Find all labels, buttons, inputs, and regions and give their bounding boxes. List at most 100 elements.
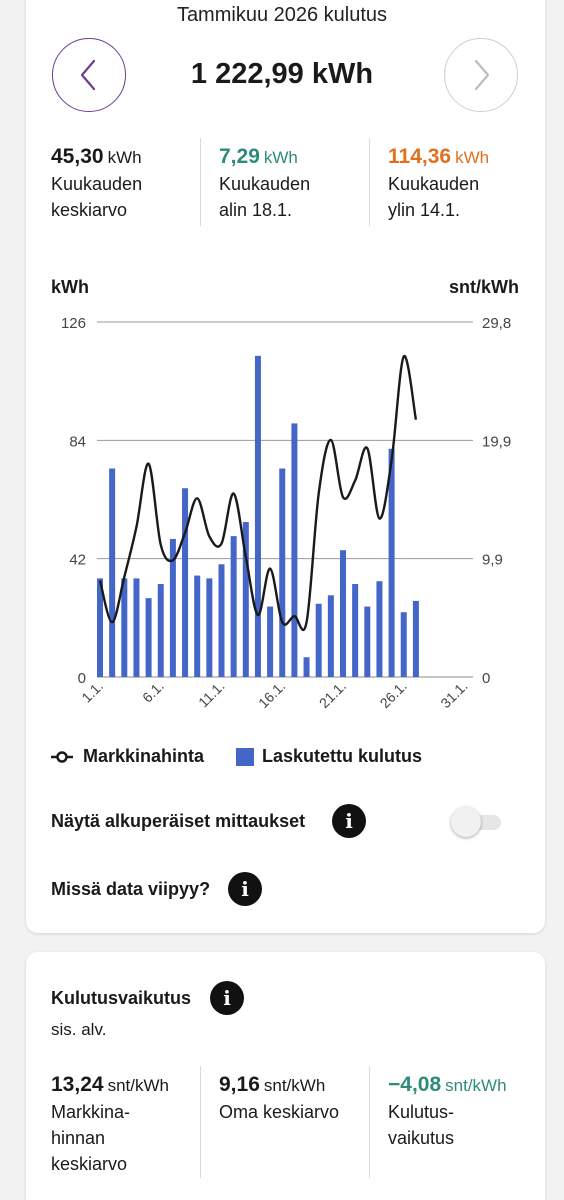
left-tick-label: 126 — [61, 315, 86, 332]
stat-min: 7,29 kWh Kuukauden alin 18.1. — [219, 144, 310, 223]
left-tick-label: 42 — [69, 552, 86, 569]
consumption-bar — [206, 578, 213, 677]
stat-average: 45,30 kWh Kuukauden keskiarvo — [51, 144, 142, 223]
impact-market-average: 13,24 snt/kWh Markkina- hinnan keskiarvo — [51, 1072, 169, 1177]
legend-market-price-label: Markkinahinta — [83, 746, 205, 766]
info-icon[interactable]: i — [332, 804, 366, 838]
consumption-bar — [279, 468, 286, 677]
stat-max-label-1: Kuukauden — [388, 174, 480, 194]
stat-min-unit: kWh — [263, 148, 298, 167]
impact-market-average-label-3: keskiarvo — [51, 1154, 128, 1174]
divider — [200, 1066, 201, 1178]
data-delay-label: Missä data viipyy? — [51, 879, 211, 899]
consumption-bar — [109, 468, 116, 677]
x-tick-label: 6.1. — [139, 678, 167, 706]
bar-swatch-icon — [236, 747, 254, 766]
x-tick-label: 16.1. — [255, 678, 288, 711]
consumption-bar — [97, 578, 103, 677]
impact-market-average-label-1: Markkina- — [51, 1102, 131, 1122]
consumption-bar — [364, 606, 371, 677]
impact-consumption-effect-label-2: vaikutus — [388, 1128, 455, 1148]
consumption-bar — [327, 595, 334, 677]
consumption-bar — [352, 584, 359, 677]
impact-consumption-effect-value: −4,08 — [388, 1073, 442, 1096]
impact-subtitle: sis. alv. — [51, 1020, 107, 1039]
consumption-bar — [133, 578, 140, 677]
consumption-bar — [242, 522, 249, 677]
consumption-bar — [182, 488, 189, 677]
divider — [200, 138, 201, 226]
left-tick-label: 0 — [78, 670, 86, 687]
chevron-left-icon — [80, 59, 96, 91]
impact-own-average-value: 9,16 — [219, 1073, 260, 1096]
impact-consumption-effect-label-1: Kulutus- — [388, 1102, 455, 1122]
legend-billed-consumption-label: Laskutettu kulutus — [262, 746, 423, 766]
right-tick-label: 29,8 — [482, 315, 511, 332]
consumption-bar — [412, 600, 419, 677]
stat-min-label-2: alin 18.1. — [219, 200, 293, 220]
consumption-bar — [388, 448, 395, 677]
impact-title: Kulutusvaikutus — [51, 988, 192, 1008]
right-tick-label: 19,9 — [482, 433, 511, 450]
consumption-bar — [145, 598, 152, 677]
right-tick-label: 9,9 — [482, 552, 503, 569]
stat-max: 114,36 kWh Kuukauden ylin 14.1. — [388, 144, 489, 223]
consumption-bar — [267, 606, 274, 677]
impact-own-average-label: Oma keskiarvo — [219, 1102, 340, 1122]
impact-own-average: 9,16 snt/kWh Oma keskiarvo — [219, 1072, 339, 1125]
consumption-bar — [157, 584, 164, 677]
stat-average-label-2: keskiarvo — [51, 200, 128, 220]
stat-max-unit: kWh — [455, 148, 490, 167]
consumption-bar — [400, 612, 407, 677]
consumption-impact-card — [26, 952, 545, 1200]
stat-average-value: 45,30 — [51, 145, 104, 168]
impact-market-average-label-2: hinnan — [51, 1128, 106, 1148]
consumption-bar — [218, 564, 225, 677]
consumption-bar — [315, 603, 322, 677]
x-tick-label: 11.1. — [195, 678, 228, 711]
info-icon[interactable]: i — [210, 981, 244, 1015]
line-marker-icon — [51, 750, 73, 763]
chevron-right-icon — [474, 59, 490, 91]
x-tick-label: 21.1. — [316, 678, 349, 711]
show-original-label: Näytä alkuperäiset mittaukset — [51, 811, 306, 831]
toggle-knob — [451, 807, 481, 837]
next-month-button[interactable] — [444, 38, 518, 112]
legend-market-price: Markkinahinta — [51, 746, 204, 767]
impact-own-average-unit: snt/kWh — [263, 1076, 326, 1095]
consumption-card — [26, 0, 545, 933]
consumption-bar — [254, 355, 261, 677]
previous-month-button[interactable] — [52, 38, 126, 112]
show-original-toggle[interactable] — [451, 807, 501, 837]
market-price-line — [98, 355, 418, 632]
consumption-bar — [169, 538, 176, 677]
consumption-bar — [291, 423, 298, 677]
consumption-bar — [340, 550, 346, 677]
stat-max-label-2: ylin 14.1. — [388, 200, 461, 220]
impact-market-average-unit: snt/kWh — [107, 1076, 169, 1095]
consumption-bar — [376, 581, 383, 677]
impact-market-average-value: 13,24 — [51, 1073, 104, 1096]
consumption-chart: 126 29,884 19,942 9,90 01.1. 6.1. 11.1. 16.1. 21… — [61, 315, 511, 711]
stat-min-label-1: Kuukauden — [219, 174, 311, 194]
stat-average-unit: kWh — [107, 148, 142, 167]
consumption-bar — [194, 575, 201, 677]
right-axis-label: snt/kWh — [449, 277, 519, 297]
consumption-bar — [121, 578, 128, 677]
impact-consumption-effect: −4,08 snt/kWh Kulutus- vaikutus — [388, 1072, 507, 1151]
x-tick-label: 31.1. — [437, 678, 470, 711]
stat-min-value: 7,29 — [219, 145, 260, 168]
stat-average-label-1: Kuukauden — [51, 174, 143, 194]
month-title: Tammikuu 2026 kulutus — [176, 4, 388, 26]
divider — [369, 1066, 370, 1178]
divider — [369, 138, 370, 226]
consumption-bar — [230, 536, 237, 677]
info-icon[interactable]: i — [228, 872, 262, 906]
stat-max-value: 114,36 — [388, 145, 452, 168]
legend-billed-consumption: Laskutettu kulutus — [236, 746, 422, 767]
x-tick-label: 26.1. — [377, 678, 410, 711]
monthly-total: 1 222,99 kWh — [190, 58, 374, 90]
left-tick-label: 84 — [69, 433, 86, 450]
consumption-bar — [303, 657, 310, 677]
left-axis-label: kWh — [51, 277, 89, 297]
